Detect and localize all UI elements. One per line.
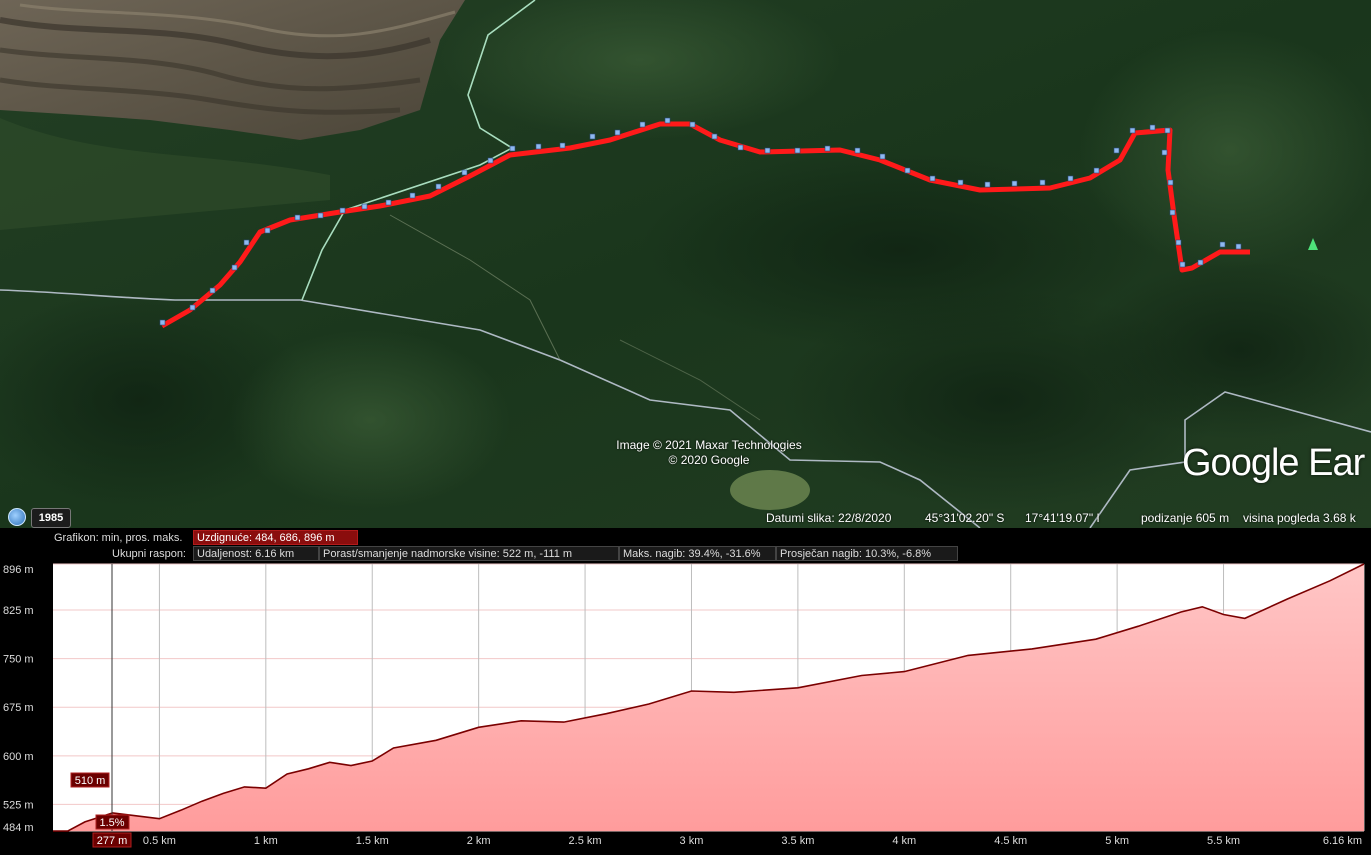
y-tick-label: 600 m [3,751,34,763]
range-label: Ukupni raspon: [112,548,186,560]
image-date: Datumi slika: 22/8/2020 [766,511,892,525]
imagery-attribution: Image © 2021 Maxar Technologies © 2020 G… [585,438,833,468]
elevation-line [53,563,1365,832]
x-tick-label: 0.5 km [143,835,176,847]
x-tick-label: 5.5 km [1207,835,1240,847]
x-tick-label: 4 km [892,835,916,847]
x-tick-label: 5 km [1105,835,1129,847]
y-tick-label: 675 m [3,702,34,714]
avg-slope-stat: Prosječan nagib: 10.3%, -6.8% [776,546,958,561]
y-tick-label: 484 m [3,822,34,834]
cursor-distance-box [92,832,132,848]
x-tick-label: 4.5 km [994,835,1027,847]
cursor-slope-box [95,814,130,830]
tree-marker-icon[interactable] [1308,238,1318,250]
elevation-readout: podizanje 605 m [1141,511,1230,525]
x-tick-label: 3 km [680,835,704,847]
track-points [159,117,1242,326]
elevation-stats[interactable]: Uzdignuće: 484, 686, 896 m [193,530,358,545]
y-tick-label: 750 m [3,654,34,666]
distance-stat: Udaljenost: 6.16 km [193,546,319,561]
cursor-elevation-box [70,772,110,788]
y-tick-label: 825 m [3,605,34,617]
x-tick-label: 6.16 km [1323,835,1362,847]
cursor-elevation: 510 m [75,775,106,787]
cursor-slope: 1.5% [99,817,124,829]
map-view[interactable]: Image © 2021 Maxar Technologies © 2020 G… [0,0,1371,528]
google-earth-logo: Google Ear [1182,442,1365,484]
attribution-line-1: Image © 2021 Maxar Technologies [616,438,802,452]
x-tick-label: 1.5 km [356,835,389,847]
satellite-imagery [0,0,1371,528]
attribution-line-2: © 2020 Google [668,453,750,467]
x-tick-label: 3.5 km [781,835,814,847]
x-tick-label: 2.5 km [569,835,602,847]
historical-imagery-icon[interactable] [8,508,26,526]
x-tick-label: 1 km [254,835,278,847]
max-slope-stat: Maks. nagib: 39.4%, -31.6% [619,546,776,561]
graph-label: Grafikon: min, pros. maks. [54,532,183,544]
y-tick-label: 525 m [3,799,34,811]
eye-altitude-readout: visina pogleda 3.68 k [1243,511,1356,525]
gain-loss-stat: Porast/smanjenje nadmorske visine: 522 m… [319,546,619,561]
longitude-readout: 17°41'19.07" I [1025,511,1100,525]
elevation-area [53,564,1364,831]
y-tick-label: 896 m [3,564,34,576]
latitude-readout: 45°31'02.20" S [925,511,1005,525]
cursor-distance: 277 m [97,835,128,847]
x-tick-label: 2 km [467,835,491,847]
elevation-chart[interactable]: 896 m 825 m 750 m 675 m 600 m 525 m 484 m 0.5 … [0,560,1371,855]
historical-imagery-year[interactable]: 1985 [31,508,71,528]
